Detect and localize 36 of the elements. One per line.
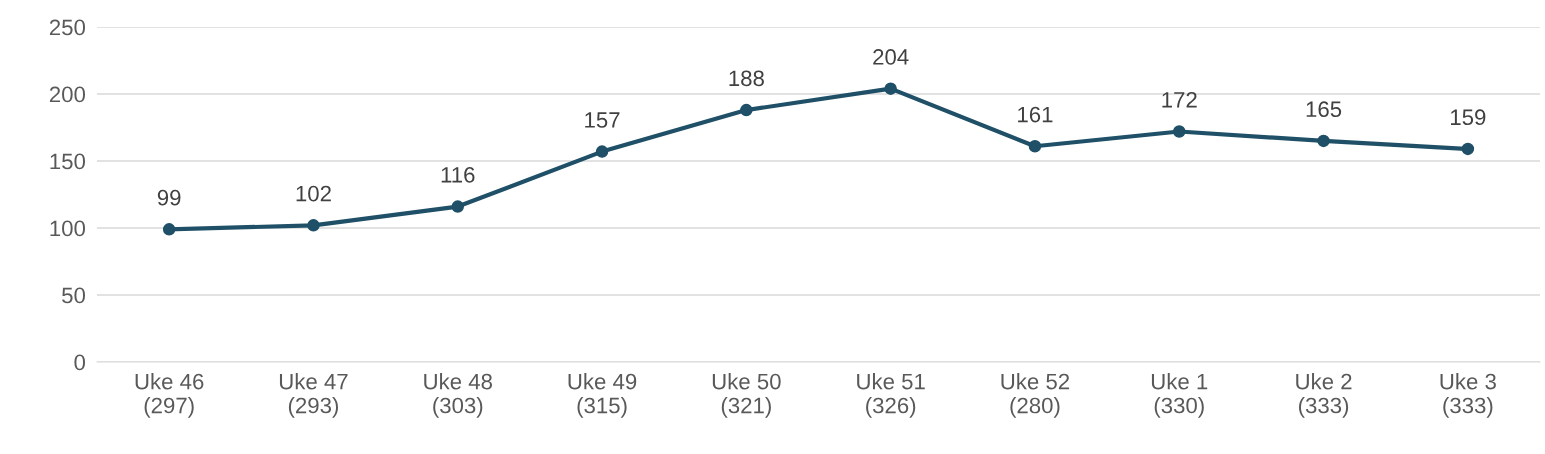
point (1317, 134, 1330, 148)
y-tick-label: 50 (62, 287, 86, 304)
x-tick-label: Uke 48 (303) (424, 373, 492, 418)
data-label: 172 (1162, 91, 1197, 108)
y-tick-label: 200 (49, 86, 86, 103)
x-tick-label: Uke 3 (333) (1440, 373, 1496, 418)
point (451, 200, 465, 213)
point (595, 145, 609, 158)
x-tick-label: Uke 2 (333) (1296, 373, 1352, 418)
x-tick-label: Uke 50 (321) (712, 373, 781, 418)
x-tick-label: Uke 51 (326) (857, 373, 925, 418)
x-tick-label: Uke 1 (330) (1151, 373, 1208, 418)
x-tick-label: Uke 52 (280) (1001, 373, 1070, 418)
data-label: 161 (1018, 106, 1053, 123)
data-label: 204 (873, 49, 909, 65)
y-tick-label: 100 (50, 220, 86, 237)
y-tick-label: 150 (50, 153, 86, 170)
data-label: 165 (1306, 101, 1342, 118)
y-tick-label: 250 (49, 19, 86, 36)
x-tick-label: Uke 47 (293) (279, 373, 348, 418)
point (1172, 125, 1186, 138)
point (307, 219, 320, 232)
y-tick-label: 0 (74, 354, 86, 371)
data-label: 102 (296, 185, 331, 202)
point (884, 82, 897, 95)
point (1461, 142, 1475, 156)
x-tick-label: Uke 49 (315) (568, 373, 637, 418)
data-label: 159 (1451, 109, 1486, 126)
data-label: 116 (441, 166, 475, 183)
point (740, 103, 753, 117)
x-tick-label: Uke 46 (297) (135, 373, 204, 418)
point (1028, 140, 1042, 153)
data-label: 99 (157, 189, 181, 206)
data-label: 157 (585, 112, 620, 128)
point (162, 223, 176, 236)
data-label: 188 (729, 70, 764, 87)
